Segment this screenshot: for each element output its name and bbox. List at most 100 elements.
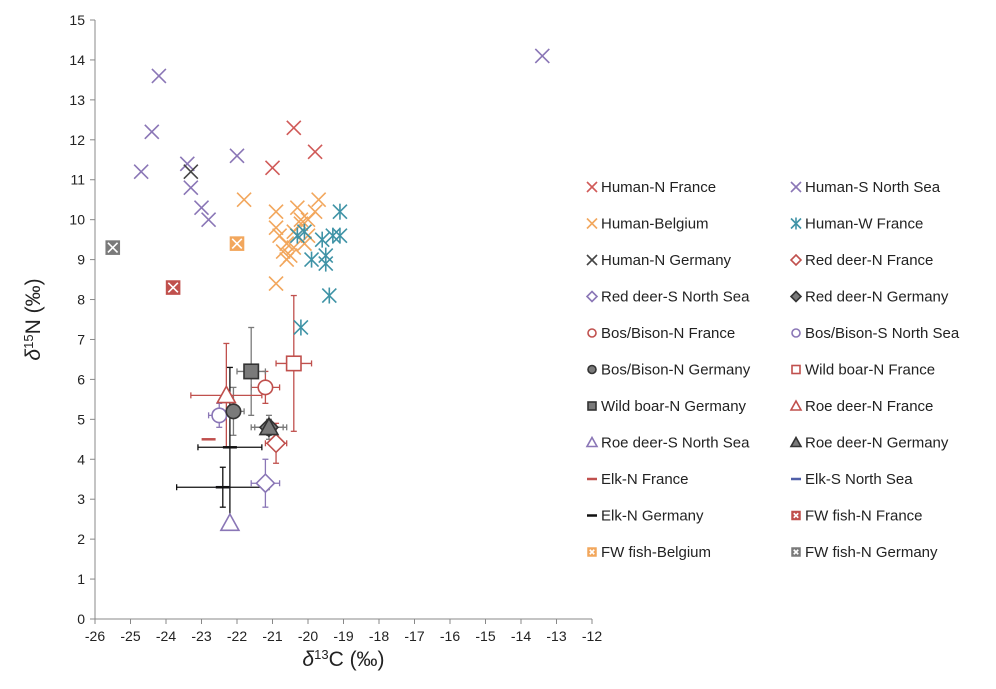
point-human-belgium [311,192,327,208]
point-human-w-france [321,287,337,304]
y-tick-label: 0 [77,611,85,627]
x-tick-label: -16 [440,628,460,644]
point-human-w-france [318,255,334,272]
point-human-belgium [286,240,302,256]
point-human-belgium [268,275,284,292]
legend-item-elk-n-germany: Elk-N Germany [587,508,704,525]
point-bos-bison-n-germany [225,403,242,420]
point-human-w-france [289,227,305,244]
point-roe-deer-n-germany [258,416,280,436]
x-tick-label: -13 [546,628,566,644]
point-human-belgium [279,252,295,268]
legend-label: FW fish-N France [805,508,923,525]
y-tick-label: 8 [77,292,85,308]
point-human-w-france [332,227,348,244]
legend-item-red-deer-n-germany: Red deer-N Germany [789,289,949,306]
legend-item-human-belgium: Human-Belgium [586,216,709,233]
point-roe-deer-n-france [215,384,237,404]
point-human-belgium [275,244,291,260]
legend-label: Roe deer-S North Sea [601,435,750,452]
error-bars [175,294,313,528]
legend-item-bos-bison-n-france: Bos/Bison-N France [587,325,735,342]
x-axis-title: δ13C (‰) [302,647,384,672]
point-bos-bison-s-north-sea [211,407,228,424]
point-red-deer-s-north-sea [255,473,276,494]
y-tick-label: 12 [69,132,85,148]
y-tick-label: 5 [77,411,85,427]
legend-item-roe-deer-n-germany: Roe deer-N Germany [789,435,949,452]
legend-label: Bos/Bison-N France [601,325,735,342]
point-human-w-france [293,319,309,336]
legend-item-human-n-germany: Human-N Germany [586,252,732,269]
legend-item-fw-fish-n-germany: FW fish-N Germany [791,544,938,561]
legend-label: Wild boar-N Germany [601,398,747,415]
legend-item-roe-deer-n-france: Roe deer-N France [789,398,933,415]
point-human-s-north-sea [133,164,149,180]
legend-swatch-wild-boar-n-france [791,364,801,375]
legend-item-red-deer-n-france: Red deer-N France [789,252,933,269]
axes: -26 -25 -24 -23 -22 -21 -20 -19 -18 -17 -16 -15 -14-… [21,12,603,671]
legend-swatch-roe-deer-n-germany [789,435,803,448]
legend: Human-N France Human-S North Sea Human-Bel… [585,179,960,561]
legend-swatch-fw-fish-n-germany [791,547,801,557]
point-human-s-north-sea [183,180,199,196]
point-human-s-north-sea [151,68,167,84]
point-fw-fish-n-germany [105,240,121,255]
y-tick-label: 13 [69,92,85,108]
legend-label: Red deer-S North Sea [601,289,750,306]
legend-swatch-human-belgium [586,217,598,230]
point-human-w-france [325,227,341,244]
point-human-s-north-sea [179,156,195,172]
y-tick-label: 4 [77,451,85,467]
legend-item-red-deer-s-north-sea: Red deer-S North Sea [585,289,750,306]
legend-item-wild-boar-n-germany: Wild boar-N Germany [587,398,747,415]
y-tick-label: 2 [77,531,85,547]
legend-swatch-roe-deer-s-north-sea [585,435,599,448]
point-human-s-north-sea [534,48,550,64]
point-human-n-germany [183,164,199,180]
legend-label: Red deer-N France [805,252,933,269]
y-tick-label: 10 [69,212,85,228]
x-tick-label: -14 [511,628,531,644]
x-tick-label: -21 [262,628,282,644]
legend-item-fw-fish-n-france: FW fish-N France [791,508,923,525]
legend-item-human-w-france: Human-W France [790,216,923,233]
y-tick-label: 6 [77,371,85,387]
legend-label: FW fish-N Germany [805,544,938,561]
point-wild-boar-n-germany [243,363,260,380]
legend-item-bos-bison-s-north-sea: Bos/Bison-S North Sea [791,325,960,342]
x-tick-label: -19 [333,628,353,644]
point-human-w-france [296,223,313,240]
point-human-s-north-sea [144,124,160,140]
point-human-belgium [293,212,309,228]
legend-label: Human-S North Sea [805,179,941,196]
point-human-s-north-sea [229,148,245,164]
legend-swatch-bos-bison-s-north-sea [791,328,801,338]
point-human-belgium [300,212,316,228]
point-human-w-france [303,251,320,268]
legend-swatch-human-n-germany [586,254,598,266]
legend-item-fw-fish-belgium: FW fish-Belgium [587,544,711,561]
x-tick-label: -25 [120,628,140,644]
legend-swatch-human-s-north-sea [790,181,802,193]
legend-swatch-red-deer-n-germany [789,290,803,303]
legend-label: Human-Belgium [601,216,709,233]
legend-swatch-bos-bison-n-germany [587,364,597,375]
x-tick-label: -12 [582,628,602,644]
legend-item-human-s-north-sea: Human-S North Sea [790,179,941,196]
point-human-s-north-sea [193,200,210,216]
legend-item-elk-s-north-sea: Elk-S North Sea [791,471,913,488]
legend-label: Elk-N Germany [601,508,704,525]
legend-label: Human-N Germany [601,252,732,269]
x-tick-label: -18 [369,628,389,644]
point-human-belgium [279,236,295,252]
x-tick-label: -24 [156,628,176,644]
legend-label: Human-W France [805,216,923,233]
point-human-n-france [264,160,281,176]
y-tick-label: 3 [77,491,85,507]
point-human-belgium [289,200,305,216]
legend-swatch-fw-fish-n-france [791,510,801,521]
y-tick-label: 1 [77,571,85,587]
point-human-belgium [268,204,284,220]
